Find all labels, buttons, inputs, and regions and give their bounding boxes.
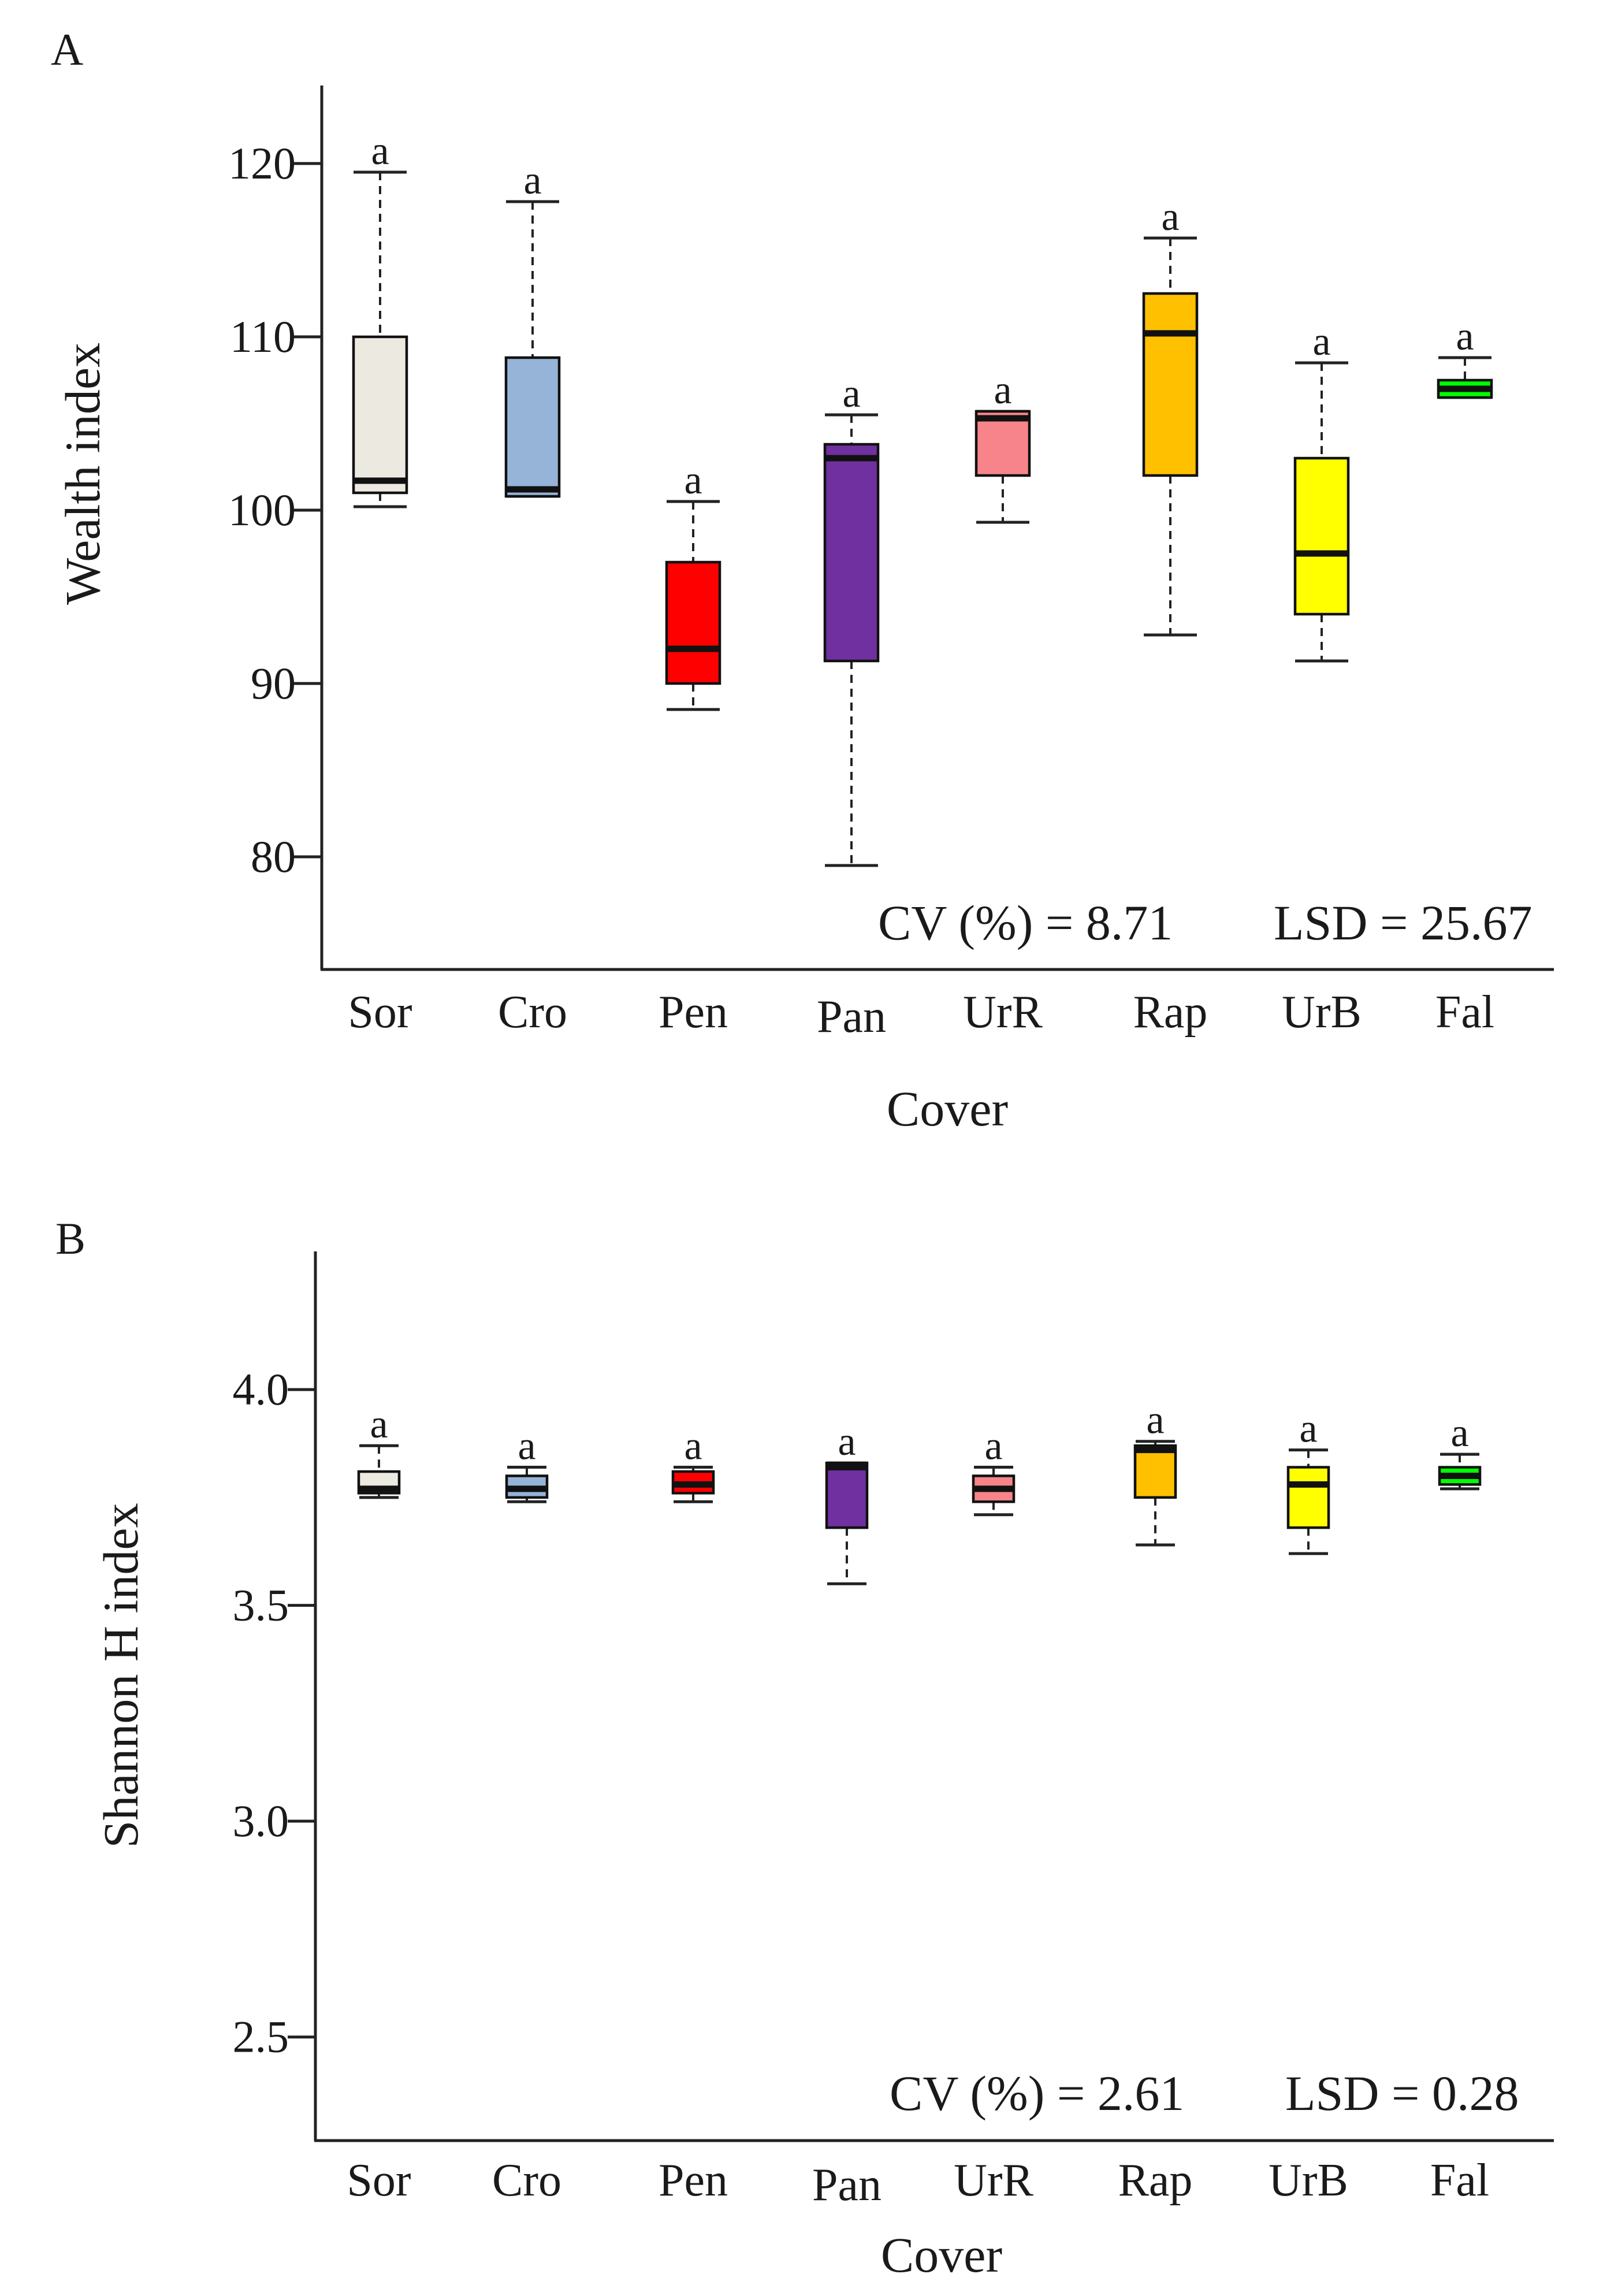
panel-a-x-axis-title: Cover: [887, 1081, 1008, 1136]
panel-a: A 80 90 100 110 120 a a a a a a a a Sor Cro Pen Pan UrR…: [51, 24, 1554, 1136]
panel-b-category-label: Pen: [659, 2155, 728, 2206]
significance-letter: a: [518, 1424, 535, 1469]
panel-b-box-urb: a: [1286, 1407, 1330, 1555]
panel-a-category-label: Rap: [1133, 987, 1208, 1038]
panel-b-category-label: Cro: [492, 2155, 561, 2206]
panel-a-boxes: a a a a a a a a: [352, 129, 1493, 867]
panel-a-y-tick-label: 90: [251, 658, 296, 708]
panel-b-label: B: [55, 1213, 85, 1264]
panel-a-y-ticks: 80 90 100 110 120: [228, 138, 322, 882]
panel-b-category-label: UrR: [954, 2155, 1033, 2206]
panel-a-category-label: Fal: [1435, 987, 1494, 1038]
panel-b-category-label: Fal: [1430, 2155, 1489, 2206]
panel-b-box-pan: a: [825, 1420, 869, 1585]
significance-letter: a: [684, 458, 702, 503]
panel-a-category-label: Pan: [817, 991, 886, 1042]
panel-a-box-urb: a: [1293, 319, 1350, 663]
significance-letter: a: [370, 1402, 388, 1447]
panel-b-box-cro: a: [505, 1424, 549, 1503]
significance-letter: a: [984, 1424, 1002, 1469]
panel-a-lsd-annotation: LSD = 25.67: [1274, 895, 1532, 950]
panel-b-box-urr: a: [972, 1424, 1016, 1517]
iqr-box: [665, 560, 721, 685]
panel-b-cv-annotation: CV (%) = 2.61: [890, 2065, 1184, 2121]
panel-b-category-label: Rap: [1118, 2155, 1193, 2206]
panel-a-box-pen: a: [665, 458, 721, 711]
significance-letter: a: [371, 129, 389, 173]
significance-letter: a: [1312, 319, 1330, 364]
iqr-box: [504, 356, 561, 498]
panel-a-category-label: UrR: [963, 987, 1043, 1038]
panel-b-box-pen: a: [671, 1424, 715, 1503]
panel-b-category-label: Sor: [347, 2155, 411, 2206]
panel-b-y-tick-label: 2.5: [233, 2012, 289, 2062]
panel-b-boxes: a a a a aa a a: [357, 1398, 1482, 1585]
panel-a-category-label: Sor: [348, 987, 412, 1038]
panel-a-y-tick-label: 80: [251, 831, 296, 882]
iqr-box: [352, 335, 408, 495]
panel-a-box-sor: a: [352, 129, 408, 508]
panel-b-category-label: UrB: [1269, 2155, 1348, 2206]
panel-b-y-ticks: 2.5 3.0 3.5 4.0: [233, 1364, 315, 2062]
panel-a-y-tick-label: 110: [230, 311, 296, 362]
panel-b: B 2.5 3.0 3.5 4.0 a a a a a a a a Sor Cro Pen Pan UrR R…: [55, 1213, 1554, 2283]
significance-letter: a: [1161, 195, 1179, 239]
panel-b-category-labels: Sor Cro Pen Pan UrR Rap UrB Fal: [347, 2155, 1489, 2210]
panel-b-box-sor: a: [357, 1402, 401, 1499]
panel-a-label: A: [51, 24, 83, 75]
panel-b-y-tick-label: 3.0: [233, 1796, 289, 1846]
panel-a-box-pan: a: [823, 371, 880, 867]
panel-a-y-axis-title: Wealth index: [55, 343, 110, 605]
panel-b-y-tick-label: 3.5: [233, 1580, 289, 1630]
panel-b-y-axis-title: Shannon H index: [93, 1503, 148, 1848]
iqr-box: [1133, 1444, 1177, 1499]
iqr-box: [974, 410, 1031, 477]
iqr-box: [1142, 292, 1199, 477]
panel-a-y-tick-label: 100: [228, 485, 296, 535]
panel-b-box-fal: a: [1438, 1411, 1482, 1491]
iqr-box: [823, 443, 880, 663]
significance-letter: a: [523, 158, 541, 203]
panel-a-cv-annotation: CV (%) = 8.71: [878, 895, 1173, 950]
panel-a-category-label: Cro: [498, 987, 567, 1038]
panel-b-box-rap: a: [1133, 1398, 1177, 1547]
significance-letter: a: [994, 368, 1011, 413]
significance-letter: a: [684, 1424, 702, 1469]
panel-a-y-tick-label: 120: [228, 138, 296, 188]
panel-a-category-label: UrB: [1282, 987, 1362, 1038]
significance-letter: a: [1299, 1407, 1317, 1451]
panel-a-box-cro: a: [504, 158, 561, 498]
panel-a-category-labels: Sor Cro Pen Pan UrR Rap UrB Fal: [348, 987, 1494, 1042]
iqr-box: [1286, 1466, 1330, 1529]
panel-a-box-rap: a: [1142, 195, 1199, 637]
panel-b-x-axis-title: Cover: [881, 2227, 1002, 2283]
significance-letter: a: [842, 371, 860, 416]
iqr-box: [1293, 456, 1350, 616]
panel-b-category-label: Pan: [812, 2160, 881, 2210]
panel-a-box-urr: a: [974, 368, 1031, 524]
significance-letter: a: [1146, 1398, 1164, 1443]
significance-letter: a: [1456, 314, 1474, 359]
iqr-box: [825, 1461, 869, 1529]
panel-a-box-fal: a: [1437, 314, 1493, 399]
panel-b-lsd-annotation: LSD = 0.28: [1285, 2065, 1519, 2121]
significance-letter: a: [838, 1420, 856, 1464]
significance-letter: a: [1450, 1411, 1468, 1455]
panel-b-y-tick-label: 4.0: [233, 1364, 289, 1414]
panel-a-category-label: Pen: [659, 987, 728, 1038]
